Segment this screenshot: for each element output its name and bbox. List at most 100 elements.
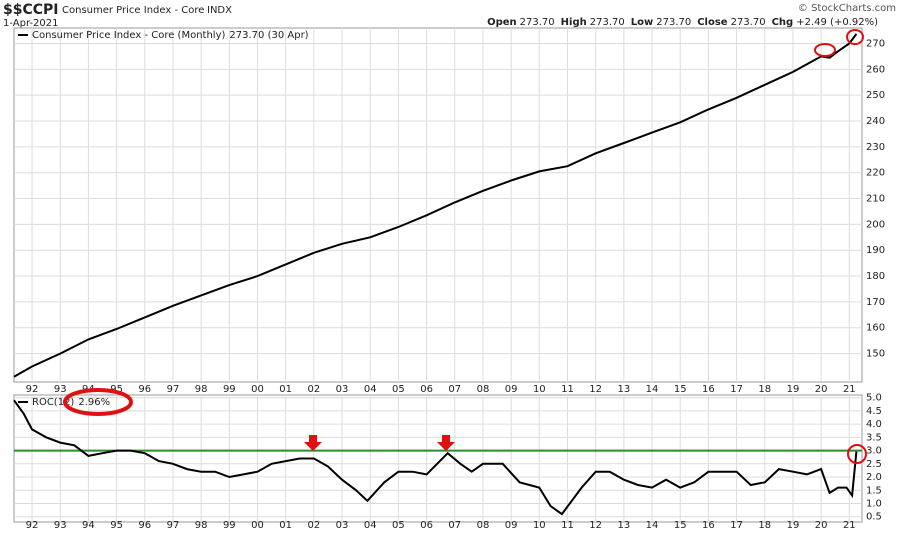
panel: 92 93 94 95 96 97 98 99 00 01 02 03 04 05 06 07 08 09 10 11… [13,393,882,531]
x-tick-label: 03 [336,384,349,395]
y-tick-label: 230 [866,142,885,153]
plot-area [13,27,863,383]
x-tick-label: 14 [646,384,659,395]
x-tick-label: 99 [223,520,236,531]
quote-value: +2.49 (+0.92%) [796,17,878,28]
quote: Open 273.70 High 273.70 Low 273.70 Close 273.70… [487,17,878,28]
y-tick-label: 250 [866,90,885,101]
x-tick-label: 99 [223,384,236,395]
y-tick-label: 160 [866,323,885,334]
quote-label: Open [487,17,517,28]
x-tick-label: 18 [758,520,771,531]
quote-label: Chg [772,17,794,28]
x-tick-label: 02 [307,520,320,531]
x-tick-label: 15 [674,384,687,395]
x-tick-label: 04 [364,520,377,531]
x-tick-label: 95 [110,520,123,531]
x-tick-label: 21 [843,520,856,531]
x-tick-label: 15 [674,520,687,531]
x-tick-label: 10 [533,384,546,395]
x-tick-label: 02 [307,384,320,395]
x-tick-label: 08 [477,520,490,531]
x-tick-label: 17 [730,384,743,395]
x-tick-label: 04 [364,384,377,395]
y-tick-label: 2.5 [866,459,882,470]
x-tick-label: 98 [195,384,208,395]
y-tick-label: 220 [866,168,885,179]
x-tick-label: 16 [702,384,715,395]
legend-entry: ROC(12) 2.96% [32,397,110,408]
x-tick-label: 00 [251,520,264,531]
x-tick-label: 09 [505,520,518,531]
exchange: INDX [207,5,232,16]
series-line [13,399,858,516]
x-tick-label: 01 [279,384,292,395]
x-tick-label: 11 [561,384,574,395]
y-tick-label: 210 [866,194,885,205]
quote-value: 273.70 [520,17,555,28]
x-tick-label: 08 [477,384,490,395]
x-tick-label: 09 [505,384,518,395]
x-tick-label: 17 [730,520,743,531]
series-line [13,33,858,378]
date: 1-Apr-2021 [3,18,58,29]
y-tick-label: 1.5 [866,485,882,496]
y-tick-label: 5.0 [866,393,882,404]
highlight-circle [63,388,133,416]
x-tick-label: 98 [195,520,208,531]
panels: 92 93 94 95 96 97 98 99 00 01 02 03 04 05 06 07 08 09 10 11… [13,27,885,531]
x-tick-label: 03 [336,520,349,531]
x-tick-label: 11 [561,520,574,531]
quote-label: Close [697,17,728,28]
legend-last-value: 2.96% [78,397,110,408]
x-tick-label: 07 [448,520,461,531]
security-name: Consumer Price Index - Core [62,5,204,16]
y-tick-label: 150 [866,349,885,360]
x-tick-label: 10 [533,520,546,531]
y-tick-label: 3.0 [866,446,882,457]
arrow [304,435,322,451]
y-tick-label: 4.5 [866,406,882,417]
quote-value: 273.70 [731,17,766,28]
y-tick-label: 190 [866,245,885,256]
x-tick-label: 13 [617,520,630,531]
x-tick-label: 16 [702,520,715,531]
legend-name: Consumer Price Index - Core (Monthly) [32,30,226,41]
x-tick-label: 05 [392,520,405,531]
x-tick-label: 21 [843,384,856,395]
annotations [63,29,867,464]
x-tick-label: 95 [110,384,123,395]
y-tick-label: 2.0 [866,472,882,483]
x-tick-label: 12 [589,384,602,395]
x-tick-label: 20 [815,520,828,531]
y-tick-label: 170 [866,297,885,308]
y-tick-label: 270 [866,39,885,50]
highlight-circle [847,444,867,464]
highlight-circle [814,43,836,57]
quote-value: 273.70 [590,17,625,28]
y-tick-label: 4.0 [866,419,882,430]
x-tick-label: 97 [167,520,180,531]
y-tick-label: 200 [866,219,885,230]
x-tick-label: 12 [589,520,602,531]
x-tick-label: 94 [82,520,95,531]
panel: 92 93 94 95 96 97 98 99 00 01 02 03 04 05 06 07 08 09 10 11… [13,27,885,395]
x-tick-label: 05 [392,384,405,395]
x-tick-label: 14 [646,520,659,531]
plot-area [13,394,863,523]
x-tick-label: 07 [448,384,461,395]
watermark: © StockCharts.com [798,3,896,14]
x-tick-label: 96 [138,520,151,531]
legend-last-value: 273.70 (30 Apr) [229,30,308,41]
x-tick-label: 06 [420,384,433,395]
x-tick-label: 01 [279,520,292,531]
x-tick-label: 93 [54,384,67,395]
highlight-circle [846,29,864,45]
x-tick-label: 92 [26,520,39,531]
quote-label: High [561,17,587,28]
y-tick-label: 240 [866,116,885,127]
quote-value: 273.70 [656,17,691,28]
x-tick-label: 19 [787,520,800,531]
